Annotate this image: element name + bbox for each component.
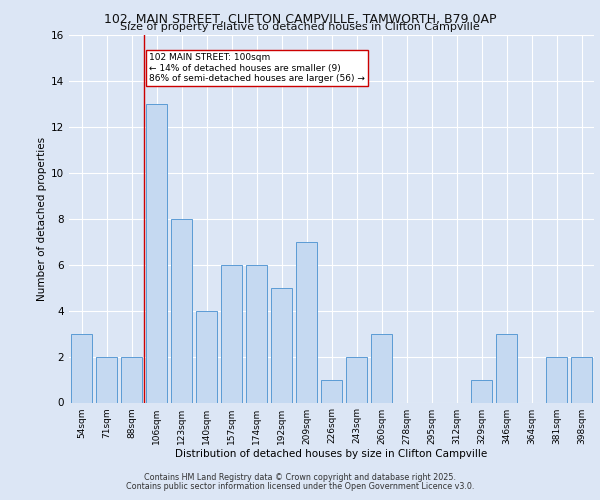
Text: Contains HM Land Registry data © Crown copyright and database right 2025.: Contains HM Land Registry data © Crown c… (144, 472, 456, 482)
Bar (471, 380, 492, 402)
Bar (146, 104, 167, 403)
Bar (96, 356, 117, 403)
Bar (221, 264, 242, 402)
Text: 102, MAIN STREET, CLIFTON CAMPVILLE, TAMWORTH, B79 0AP: 102, MAIN STREET, CLIFTON CAMPVILLE, TAM… (104, 12, 496, 26)
Text: Contains public sector information licensed under the Open Government Licence v3: Contains public sector information licen… (126, 482, 474, 491)
Y-axis label: Number of detached properties: Number of detached properties (37, 136, 47, 301)
Bar (321, 380, 342, 402)
Bar (371, 334, 392, 402)
Text: Size of property relative to detached houses in Clifton Campville: Size of property relative to detached ho… (120, 22, 480, 32)
Bar (196, 310, 217, 402)
Bar (71, 334, 92, 402)
Text: 102 MAIN STREET: 100sqm
← 14% of detached houses are smaller (9)
86% of semi-det: 102 MAIN STREET: 100sqm ← 14% of detache… (149, 54, 365, 83)
Bar (171, 219, 192, 402)
Bar (571, 356, 592, 403)
Bar (496, 334, 517, 402)
X-axis label: Distribution of detached houses by size in Clifton Campville: Distribution of detached houses by size … (175, 450, 488, 460)
Bar (121, 356, 142, 403)
Bar (296, 242, 317, 402)
Bar (546, 356, 567, 403)
Bar (246, 264, 267, 402)
Bar (346, 356, 367, 403)
Bar (271, 288, 292, 403)
